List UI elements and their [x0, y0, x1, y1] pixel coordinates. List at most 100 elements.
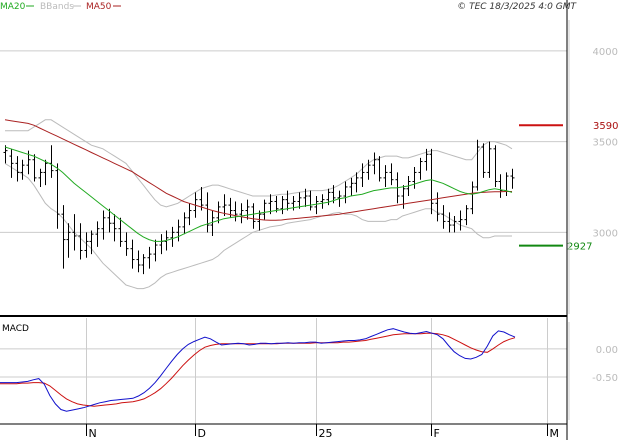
- ohlc-bar: [112, 214, 117, 242]
- ohlc-bar: [78, 223, 83, 260]
- bbands-lower-line: [4, 162, 512, 290]
- ohlc-bar: [475, 139, 480, 191]
- ohlc-bar: [481, 143, 486, 178]
- ohlc-bar: [452, 215, 457, 233]
- ohlc-bar: [303, 188, 308, 207]
- ohlc-bar: [366, 159, 371, 180]
- x-axis: N D 25 F M: [86, 424, 560, 440]
- ohlc-bar: [458, 210, 463, 231]
- ohlc-bar: [130, 239, 135, 269]
- ohlc-bar: [170, 226, 175, 247]
- ohlc-bar: [251, 203, 256, 229]
- price-grid: [0, 50, 567, 233]
- macd-line: [0, 328, 516, 412]
- price-y-tick: 4000: [593, 47, 618, 58]
- ohlc-bar: [187, 203, 192, 226]
- ohlc-bar: [239, 203, 244, 224]
- ohlc-bar: [308, 190, 313, 211]
- ma20-line: [4, 146, 513, 242]
- ohlc-bar: [233, 201, 238, 222]
- macd-y-tick: -0.50: [592, 373, 618, 384]
- ohlc-bar: [43, 159, 48, 186]
- ohlc-bar: [372, 152, 377, 175]
- ohlc-bar: [424, 148, 429, 171]
- ohlc-bar: [383, 165, 388, 187]
- ohlc-bar: [136, 250, 141, 273]
- ohlc-bar: [118, 217, 123, 247]
- chart-title: © TEC 18/3/2025 4:0 GMT: [457, 2, 577, 12]
- macd-title: MACD: [2, 324, 29, 334]
- legend-ma50: MA50: [86, 2, 112, 12]
- ohlc-bar: [354, 172, 359, 193]
- ohlc-bar: [274, 196, 279, 213]
- ohlc-bar: [447, 212, 452, 233]
- ohlc-bar: [377, 156, 382, 182]
- ohlc-bar: [429, 148, 434, 215]
- ohlc-bar: [84, 232, 89, 258]
- ohlc-bar: [20, 159, 25, 180]
- ohlc-bar: [101, 210, 106, 240]
- ohlc-bar: [314, 196, 319, 215]
- ohlc-bar: [262, 199, 267, 220]
- ohlc-bar: [107, 208, 112, 233]
- ohlc-bar: [493, 145, 498, 187]
- ohlc-bar: [32, 154, 37, 182]
- legend-bbands: BBands: [40, 2, 74, 12]
- ma50-series: [4, 119, 512, 221]
- ohlc-bar: [470, 181, 475, 215]
- ohlc-bar: [89, 230, 94, 255]
- ohlc-bar: [61, 205, 66, 269]
- ohlc-bar: [141, 254, 146, 275]
- ohlc-bars: [3, 139, 515, 275]
- bbands-series: [4, 119, 513, 290]
- ohlc-bar: [487, 141, 492, 178]
- ma50-line: [4, 119, 512, 221]
- ohlc-bar: [222, 194, 227, 216]
- price-y-tick: 3000: [593, 228, 618, 239]
- level-lines: [519, 124, 563, 247]
- ohlc-bar: [15, 156, 20, 182]
- macd-grid: [0, 318, 567, 424]
- ohlc-bar: [55, 163, 60, 229]
- x-tick-label: M: [550, 427, 560, 440]
- ohlc-bar: [297, 192, 302, 209]
- ohlc-bar: [320, 194, 325, 209]
- ohlc-bar: [435, 192, 440, 222]
- ohlc-bar: [498, 174, 503, 198]
- ohlc-bar: [401, 185, 406, 209]
- ohlc-bar: [389, 163, 394, 186]
- x-tick-label: N: [89, 427, 97, 440]
- x-tick-label: F: [434, 427, 440, 440]
- ohlc-bar: [280, 196, 285, 215]
- ohlc-bar: [349, 177, 354, 197]
- ohlc-bar: [38, 168, 43, 187]
- ohlc-bar: [72, 214, 77, 251]
- macd-series: [0, 328, 516, 412]
- ohlc-bar: [343, 181, 348, 204]
- ohlc-bar: [257, 210, 262, 231]
- ohlc-bar: [205, 192, 210, 233]
- ma20-series: [4, 146, 513, 242]
- x-tick-label: 25: [319, 427, 333, 440]
- x-tick-label: D: [198, 427, 206, 440]
- ohlc-bar: [95, 221, 100, 247]
- ohlc-bar: [418, 157, 423, 180]
- level-label-resistance: 3590: [593, 121, 618, 132]
- ohlc-bar: [360, 163, 365, 187]
- ohlc-bar: [182, 212, 187, 235]
- macd-y-tick: 0.00: [596, 345, 618, 356]
- ohlc-bar: [441, 205, 446, 229]
- ohlc-bar: [510, 168, 515, 189]
- price-panel: [0, 0, 567, 314]
- ohlc-bar: [210, 210, 215, 236]
- bbands-upper-line: [5, 119, 513, 208]
- ohlc-bar: [412, 166, 417, 189]
- ohlc-bar: [285, 190, 290, 211]
- ohlc-bar: [245, 199, 250, 220]
- ohlc-bar: [268, 194, 273, 215]
- ohlc-bar: [124, 232, 129, 256]
- ohlc-bar: [66, 223, 71, 258]
- ohlc-bar: [176, 219, 181, 242]
- level-label-support: 2927: [567, 242, 592, 253]
